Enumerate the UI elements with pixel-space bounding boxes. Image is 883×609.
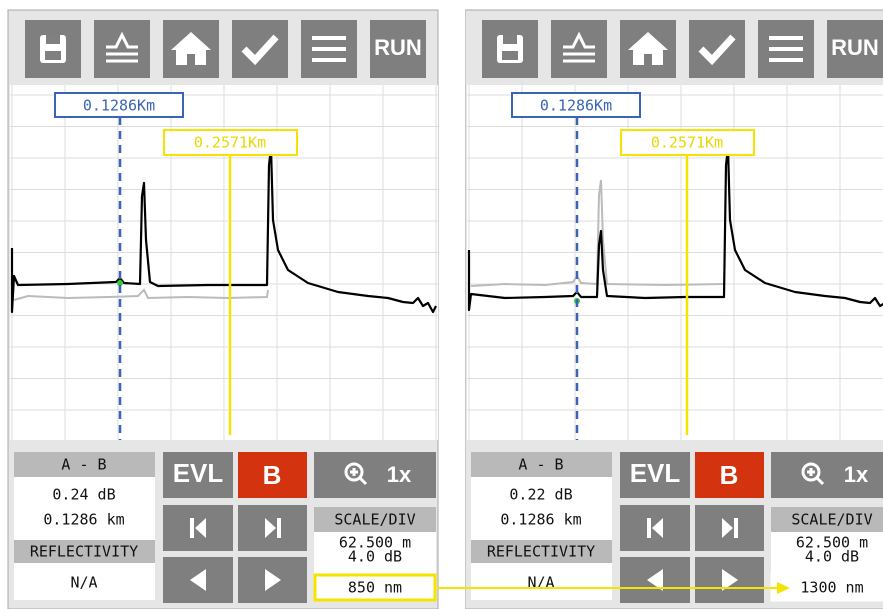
home-icon bbox=[628, 32, 668, 65]
reflectivity-header: REFLECTIVITY bbox=[487, 543, 595, 561]
distance-value: 0.1286 km bbox=[500, 511, 581, 529]
zoom-icon bbox=[801, 462, 821, 482]
header-box bbox=[471, 452, 612, 477]
marker-a-box bbox=[54, 92, 184, 118]
marker-b-box bbox=[163, 129, 298, 156]
save-icon-slot bbox=[503, 35, 517, 44]
zoom-label: 1x bbox=[387, 462, 412, 487]
marker-a-point bbox=[117, 280, 123, 286]
marker-a-label: 0.1286Km bbox=[540, 97, 612, 115]
value-box bbox=[471, 477, 612, 540]
reflectivity-header: REFLECTIVITY bbox=[30, 543, 138, 561]
header-box bbox=[314, 507, 436, 532]
scale-header: SCALE/DIV bbox=[334, 511, 415, 529]
wavelength: 1300 nm bbox=[800, 579, 863, 597]
b-label: B bbox=[720, 460, 739, 490]
scale-distance: 62.500 m bbox=[339, 534, 411, 552]
zoom-button[interactable] bbox=[771, 452, 883, 498]
value-box bbox=[14, 477, 155, 540]
scale-header: SCALE/DIV bbox=[791, 511, 872, 529]
toolbar-button[interactable] bbox=[551, 20, 607, 78]
marker-b-box bbox=[620, 129, 755, 156]
toolbar-button[interactable] bbox=[689, 20, 745, 78]
toolbar-button[interactable] bbox=[370, 20, 426, 78]
run-label: RUN bbox=[831, 35, 879, 60]
run-label: RUN bbox=[374, 35, 422, 60]
nav-icon bbox=[722, 569, 738, 591]
marker-a-label: 0.1286Km bbox=[83, 97, 155, 115]
evl-button[interactable] bbox=[620, 452, 690, 498]
wavelength-box bbox=[313, 573, 437, 602]
b-label: B bbox=[263, 460, 282, 490]
value-box bbox=[314, 532, 436, 575]
nav-icon bbox=[190, 518, 206, 538]
home-icon bbox=[171, 32, 211, 65]
header-box bbox=[471, 540, 612, 563]
toolbar-button[interactable] bbox=[232, 20, 288, 78]
loss-value: 0.24 dB bbox=[52, 486, 115, 504]
value-box bbox=[771, 532, 883, 575]
header-box bbox=[771, 507, 883, 532]
nav-icon bbox=[265, 518, 281, 538]
scale-db: 4.0 dB bbox=[348, 548, 402, 566]
check-icon bbox=[698, 34, 736, 66]
trace bbox=[10, 146, 437, 314]
wavelength: 850 nm bbox=[348, 579, 402, 597]
b-button[interactable] bbox=[238, 452, 307, 498]
scale-distance: 62.500 m bbox=[796, 534, 868, 552]
filter-icon bbox=[563, 31, 595, 63]
save-icon-label bbox=[502, 51, 518, 60]
marker-a-box bbox=[511, 92, 641, 118]
trace-reference bbox=[13, 288, 269, 301]
nav-icon bbox=[190, 569, 206, 591]
evl-button[interactable] bbox=[163, 452, 233, 498]
value-box bbox=[471, 563, 612, 600]
zoom-icon bbox=[344, 462, 364, 482]
header-box bbox=[14, 452, 155, 477]
menu-icon bbox=[769, 36, 803, 62]
zoom-icon bbox=[807, 468, 825, 486]
otdr-panel: RUN 0.1286Km 0.2571Km A - B 0.24 dB 0.1286 km… bbox=[7, 9, 439, 609]
value-box bbox=[14, 563, 155, 600]
evl-label: EVL bbox=[173, 458, 224, 488]
save-icon-label bbox=[45, 51, 61, 60]
header-box bbox=[14, 540, 155, 563]
check-icon bbox=[241, 34, 279, 66]
save-icon-slot bbox=[46, 35, 60, 44]
toolbar-button[interactable] bbox=[94, 20, 150, 78]
scale-db: 4.0 dB bbox=[805, 548, 859, 566]
marker-b-label: 0.2571Km bbox=[651, 134, 723, 152]
trace bbox=[467, 146, 883, 312]
zoom-button[interactable] bbox=[314, 452, 436, 498]
evl-label: EVL bbox=[630, 458, 681, 488]
zoom-label: 1x bbox=[844, 462, 869, 487]
b-button[interactable] bbox=[695, 452, 764, 498]
menu-icon bbox=[312, 36, 346, 62]
toolbar-button[interactable] bbox=[827, 20, 883, 78]
marker-b-label: 0.2571Km bbox=[194, 134, 266, 152]
ab-header: A - B bbox=[518, 456, 563, 474]
distance-value: 0.1286 km bbox=[43, 511, 124, 529]
filter-icon bbox=[106, 31, 138, 63]
loss-value: 0.22 dB bbox=[509, 486, 572, 504]
nav-icon bbox=[722, 518, 738, 538]
zoom-icon bbox=[350, 468, 368, 486]
nav-icon bbox=[265, 569, 281, 591]
nav-icon bbox=[647, 518, 663, 538]
ab-header: A - B bbox=[61, 456, 106, 474]
otdr-panel: RUN 0.1286Km 0.2571Km A - B 0.22 dB 0.1286 km… bbox=[465, 9, 883, 609]
wavelength-arrowhead bbox=[777, 582, 790, 594]
nav-icon bbox=[647, 569, 663, 591]
reflectivity-value: N/A bbox=[70, 574, 97, 592]
